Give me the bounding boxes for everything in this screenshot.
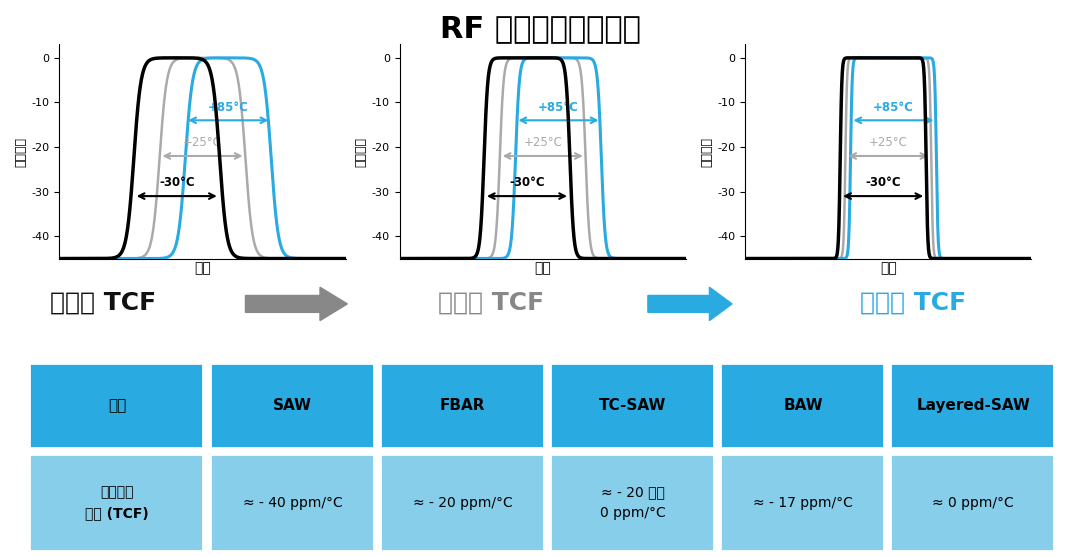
FancyBboxPatch shape bbox=[890, 454, 1054, 552]
FancyBboxPatch shape bbox=[550, 363, 714, 448]
Text: +85°C: +85°C bbox=[207, 101, 248, 113]
FancyBboxPatch shape bbox=[720, 363, 885, 448]
FancyBboxPatch shape bbox=[550, 454, 714, 552]
Text: +25°C: +25°C bbox=[869, 136, 907, 149]
X-axis label: 频率: 频率 bbox=[535, 261, 551, 275]
Text: 更优的 TCF: 更优的 TCF bbox=[438, 291, 544, 315]
Y-axis label: 插入损耗: 插入损耗 bbox=[354, 137, 367, 166]
Text: ≈ - 20 至近
0 ppm/°C: ≈ - 20 至近 0 ppm/°C bbox=[600, 485, 666, 520]
Text: +25°C: +25°C bbox=[184, 136, 221, 149]
Text: 技术: 技术 bbox=[108, 398, 126, 413]
FancyArrow shape bbox=[245, 287, 348, 321]
FancyBboxPatch shape bbox=[380, 454, 543, 552]
Text: BAW: BAW bbox=[783, 398, 823, 413]
FancyBboxPatch shape bbox=[890, 363, 1054, 448]
FancyBboxPatch shape bbox=[720, 454, 885, 552]
FancyBboxPatch shape bbox=[210, 454, 374, 552]
Text: +85°C: +85°C bbox=[873, 101, 914, 113]
Text: ≈ - 17 ppm/°C: ≈ - 17 ppm/°C bbox=[753, 496, 853, 510]
Text: ≈ 0 ppm/°C: ≈ 0 ppm/°C bbox=[932, 496, 1014, 510]
FancyArrow shape bbox=[648, 287, 732, 321]
Text: 良好的 TCF: 良好的 TCF bbox=[50, 291, 156, 315]
FancyBboxPatch shape bbox=[210, 363, 374, 448]
Text: -30°C: -30°C bbox=[509, 176, 544, 190]
FancyBboxPatch shape bbox=[29, 454, 203, 552]
X-axis label: 频率: 频率 bbox=[880, 261, 896, 275]
FancyBboxPatch shape bbox=[380, 363, 543, 448]
Y-axis label: 插入损耗: 插入损耗 bbox=[700, 137, 713, 166]
Text: Layered-SAW: Layered-SAW bbox=[916, 398, 1030, 413]
Text: SAW: SAW bbox=[273, 398, 312, 413]
X-axis label: 频率: 频率 bbox=[194, 261, 211, 275]
Text: RF 滤波器的温度漂移: RF 滤波器的温度漂移 bbox=[440, 14, 640, 43]
Text: -30°C: -30°C bbox=[159, 176, 194, 190]
Text: +85°C: +85°C bbox=[538, 101, 579, 113]
Text: 温度系数
频率 (TCF): 温度系数 频率 (TCF) bbox=[85, 485, 149, 520]
Y-axis label: 插入损耗: 插入损耗 bbox=[14, 137, 27, 166]
FancyBboxPatch shape bbox=[29, 363, 203, 448]
Text: -30°C: -30°C bbox=[865, 176, 901, 190]
Text: +25°C: +25°C bbox=[524, 136, 562, 149]
Text: 最好的 TCF: 最好的 TCF bbox=[860, 291, 966, 315]
Text: FBAR: FBAR bbox=[440, 398, 486, 413]
Text: TC-SAW: TC-SAW bbox=[599, 398, 666, 413]
Text: ≈ - 20 ppm/°C: ≈ - 20 ppm/°C bbox=[413, 496, 513, 510]
Text: ≈ - 40 ppm/°C: ≈ - 40 ppm/°C bbox=[243, 496, 342, 510]
